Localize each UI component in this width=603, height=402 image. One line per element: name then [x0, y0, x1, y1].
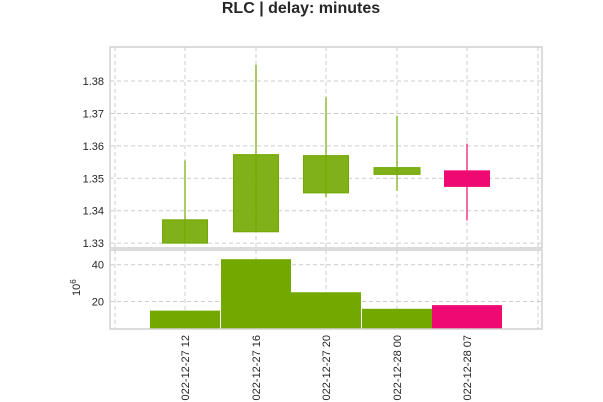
volume-bar [150, 310, 220, 329]
price-tick-label: 1.35 [83, 173, 104, 185]
price-panel: 1.33 1.34 1.35 1.36 1.37 1.38 [83, 46, 543, 250]
x-tick-label: 022-12-27 20 [321, 335, 333, 400]
candle-body [303, 155, 349, 194]
volume-bar [221, 259, 291, 329]
x-tick-label: 022-12-27 16 [251, 335, 263, 400]
volume-exponent-power: 6 [69, 279, 78, 284]
candle-body [162, 219, 208, 244]
chart-title: RLC | delay: minutes [222, 0, 380, 17]
candle-body [373, 167, 421, 175]
price-tick-label: 1.38 [83, 76, 104, 88]
x-tick-label: 022-12-27 12 [180, 335, 192, 400]
price-tick-label: 1.33 [83, 238, 104, 250]
price-tick-label: 1.37 [83, 108, 104, 120]
candle-body [444, 170, 490, 187]
x-tick-label: 022-12-28 07 [462, 335, 474, 400]
volume-tick-label: 40 [92, 260, 104, 272]
price-panel-frame [109, 46, 543, 249]
volume-panel-frame [109, 249, 543, 330]
volume-bar [362, 308, 432, 329]
volume-exponent-label: 106 [69, 279, 83, 296]
price-tick-label: 1.34 [83, 206, 104, 218]
x-axis: 022-12-27 12 022-12-27 16 022-12-27 20 022-… [180, 335, 474, 400]
volume-bar [432, 305, 502, 329]
volume-exponent-base: 10 [71, 284, 83, 296]
x-tick-label: 022-12-28 00 [392, 335, 404, 400]
candle-body [233, 154, 279, 233]
price-tick-label: 1.36 [83, 141, 104, 153]
volume-tick-label: 20 [92, 296, 104, 308]
volume-bar [291, 292, 361, 329]
